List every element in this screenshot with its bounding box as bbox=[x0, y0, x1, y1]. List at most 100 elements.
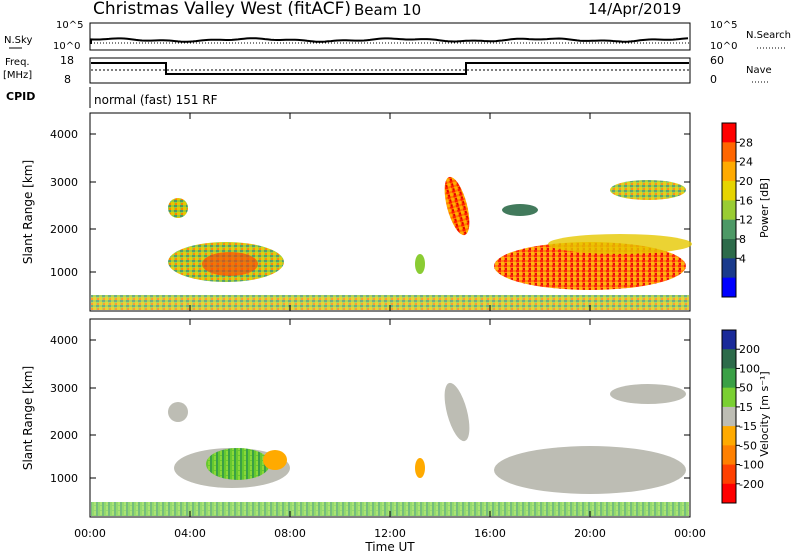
velocity-colorbar-tick-label: -200 bbox=[739, 478, 764, 491]
power-region-1600 bbox=[502, 204, 538, 216]
power-colorbar-swatch bbox=[722, 142, 736, 163]
noise-left-tick-top: 10^5 bbox=[56, 20, 83, 31]
power-region-1800-edge bbox=[548, 234, 692, 254]
time-xtick-label: 00:00 bbox=[74, 527, 106, 540]
noise-right-tick-top: 10^5 bbox=[710, 20, 737, 31]
velocity-colorbar: 200 100 50 15 -15 -50 -100 -200 Velocity [m s⁻¹… bbox=[721, 329, 771, 504]
power-colorbar-swatch bbox=[722, 200, 736, 221]
velocity-scatter-regions bbox=[91, 382, 689, 516]
power-region-2100 bbox=[610, 180, 686, 200]
date-label: 14/Apr/2019 bbox=[588, 0, 681, 18]
cpid-panel: CPID normal (fast) 151 RF bbox=[6, 87, 218, 108]
noise-right-tick-bottom: 10^0 bbox=[710, 41, 737, 52]
velocity-colorbar-swatch bbox=[722, 426, 736, 446]
time-xtick-label: 08:00 bbox=[274, 527, 306, 540]
noise-panel: N.Sky 10^5 10^0 10^5 10^0 N.Search bbox=[4, 20, 791, 52]
power-colorbar-frame bbox=[721, 122, 737, 298]
velocity-colorbar-tick-label: 15 bbox=[739, 401, 753, 414]
velocity-region-0600 bbox=[263, 450, 287, 470]
power-panel: Slant Range [km] 4000 3000 2000 1000 bbox=[21, 112, 692, 312]
power-colorbar-swatch bbox=[722, 239, 736, 259]
power-colorbar-tick-label: 16 bbox=[739, 194, 753, 207]
power-colorbar-tick-label: 4 bbox=[739, 252, 746, 265]
time-xtick-label: 12:00 bbox=[374, 527, 406, 540]
time-xlabel: Time UT bbox=[364, 540, 415, 554]
velocity-colorbar-swatch bbox=[722, 445, 736, 466]
power-colorbar-tick-label: 12 bbox=[739, 214, 753, 227]
cpid-label: CPID bbox=[6, 90, 35, 103]
noise-frame bbox=[89, 22, 691, 51]
velocity-region-1800 bbox=[494, 446, 686, 494]
velocity-ytick-label: 2000 bbox=[50, 429, 78, 442]
velocity-colorbar-frame bbox=[721, 329, 737, 504]
plot-title: Christmas Valley West (fitACF) bbox=[93, 0, 351, 19]
frequency-panel: Freq. [MHz] 18 8 60 0 Nave bbox=[3, 54, 772, 86]
freq-left-unit: [MHz] bbox=[3, 70, 32, 81]
velocity-region-0500-core bbox=[206, 448, 270, 480]
power-colorbar-label: Power [dB] bbox=[758, 178, 771, 238]
power-colorbar-swatch bbox=[722, 123, 736, 143]
velocity-region-0300 bbox=[168, 402, 188, 422]
freq-right-tick-bottom: 0 bbox=[710, 73, 717, 86]
power-ylabel: Slant Range [km] bbox=[21, 160, 35, 264]
power-ytick-label: 3000 bbox=[50, 176, 78, 189]
power-colorbar-tick-label: 28 bbox=[739, 136, 753, 149]
cpid-text: normal (fast) 151 RF bbox=[94, 93, 218, 107]
power-scatter-regions bbox=[91, 176, 692, 310]
power-colorbar: 28 24 20 16 12 8 4 Power [dB] bbox=[721, 122, 771, 298]
velocity-ytick-label: 3000 bbox=[50, 382, 78, 395]
velocity-region-1430 bbox=[444, 382, 470, 442]
velocity-colorbar-tick-label: -15 bbox=[739, 420, 757, 433]
time-xtick-label: 04:00 bbox=[174, 527, 206, 540]
velocity-colorbar-tick-label: 200 bbox=[739, 343, 760, 356]
velocity-panel: Slant Range [km] 4000 3000 2000 1000 00:00 0… bbox=[21, 113, 706, 554]
velocity-colorbar-tick-label: 100 bbox=[739, 362, 760, 375]
velocity-colorbar-swatch bbox=[722, 464, 736, 485]
velocity-yticks: 4000 3000 2000 1000 bbox=[50, 334, 690, 485]
velocity-colorbar-tick-label: -100 bbox=[739, 459, 764, 472]
time-xtick-label: 16:00 bbox=[474, 527, 506, 540]
noise-left-label: N.Sky bbox=[4, 35, 32, 46]
frequency-line bbox=[91, 62, 689, 75]
power-ytick-label: 4000 bbox=[50, 128, 78, 141]
freq-frame bbox=[89, 57, 691, 84]
freq-left-label: Freq. bbox=[5, 57, 30, 68]
velocity-ytick-label: 4000 bbox=[50, 334, 78, 347]
power-region-1800 bbox=[494, 242, 686, 290]
power-colorbar-swatch bbox=[722, 181, 736, 201]
velocity-ylabel: Slant Range [km] bbox=[21, 366, 35, 470]
time-xticks: 00:00 04:00 08:00 12:00 16:00 20:00 00:00 bbox=[74, 113, 706, 540]
velocity-colorbar-swatch bbox=[722, 330, 736, 350]
velocity-region-1100 bbox=[415, 458, 425, 478]
power-ground-band bbox=[91, 295, 689, 310]
power-region-1100 bbox=[415, 254, 425, 274]
velocity-colorbar-label: Velocity [m s⁻¹] bbox=[758, 371, 771, 456]
velocity-ytick-label: 1000 bbox=[50, 472, 78, 485]
freq-right-tick-top: 60 bbox=[710, 54, 724, 67]
velocity-colorbar-swatch bbox=[722, 349, 736, 369]
velocity-colorbar-swatch bbox=[722, 387, 736, 408]
noise-right-label: N.Search bbox=[746, 30, 791, 41]
velocity-colorbar-tick-label: -50 bbox=[739, 439, 757, 452]
power-ytick-label: 1000 bbox=[50, 266, 78, 279]
noise-sky-line bbox=[90, 37, 689, 44]
time-xtick-label: 00:00 bbox=[674, 527, 706, 540]
velocity-colorbar-swatch bbox=[722, 368, 736, 389]
freq-left-tick-bottom: 8 bbox=[64, 73, 71, 86]
power-colorbar-tick-label: 8 bbox=[739, 233, 746, 246]
power-yticks: 4000 3000 2000 1000 bbox=[50, 128, 690, 279]
nave-label: Nave bbox=[746, 65, 772, 76]
power-colorbar-swatch bbox=[722, 258, 736, 279]
velocity-colorbar-swatch bbox=[722, 483, 736, 504]
power-colorbar-tick-label: 24 bbox=[739, 156, 753, 169]
power-colorbar-swatch bbox=[722, 161, 736, 182]
power-ytick-label: 2000 bbox=[50, 223, 78, 236]
power-colorbar-tick-label: 20 bbox=[739, 175, 753, 188]
power-region-1430 bbox=[444, 176, 470, 236]
velocity-ground-band bbox=[91, 502, 689, 516]
noise-left-tick-bottom: 10^0 bbox=[53, 41, 80, 52]
velocity-colorbar-swatch bbox=[722, 406, 736, 427]
power-region-0500-core bbox=[202, 252, 258, 276]
power-colorbar-swatch bbox=[722, 277, 736, 298]
